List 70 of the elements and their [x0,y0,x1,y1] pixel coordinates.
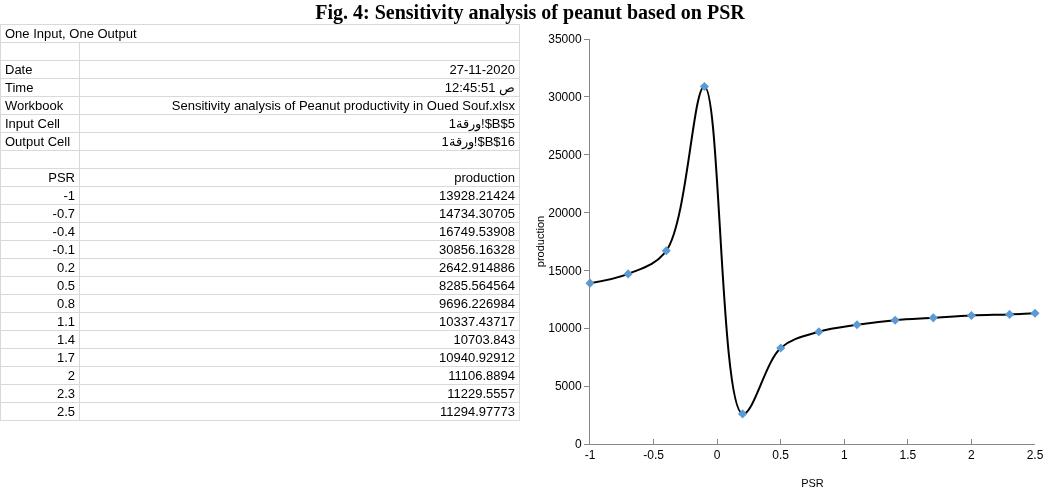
x-tick-label: 1 [840,448,848,463]
text: -0.1 [0,240,80,259]
text: 1.7 [0,348,80,367]
text: ورقة1!$B$16 [79,132,520,151]
x-tick-label: 0 [713,448,721,463]
x-tick-label: -0.5 [643,448,665,463]
text: -0.7 [0,204,80,223]
y-tick-label: 35000 [548,32,582,47]
point [776,343,786,353]
text: 30856.16328 [79,240,520,259]
text: 10703.843 [79,330,520,349]
text: 11294.97773 [79,402,520,421]
point [890,315,900,325]
text: production [79,168,520,187]
y-axis-title: production [534,215,547,268]
x-tick-label: -1 [584,448,596,463]
point [814,327,824,337]
x-tick-label: 1.5 [899,448,917,463]
chart-title: Fig. 4: Sensitivity analysis of peanut based on PSR [314,0,746,24]
text: 16749.53908 [79,222,520,241]
point [699,81,709,91]
text: 14734.30705 [79,204,520,223]
point [1005,309,1015,319]
text: -1 [0,186,80,205]
text: 2.5 [0,402,80,421]
text: 11106.8894 [79,366,520,385]
text: 27-11-2020 [79,60,520,79]
y-tick-label: 25000 [548,147,582,162]
text: 10337.43717 [79,312,520,331]
point [623,269,633,279]
point [928,313,938,323]
x-tick-label: 2 [968,448,976,463]
text: 11229.5557 [79,384,520,403]
text: 2 [0,366,80,385]
point [661,246,671,256]
text: Workbook [0,96,80,115]
point [852,320,862,330]
text: 0.8 [0,294,80,313]
text: Input Cell [0,114,80,133]
text: 0.5 [0,276,80,295]
y-tick-label: 5000 [554,379,582,394]
y-tick-label: 0 [574,437,582,452]
text: One Input, One Output [0,24,520,43]
y-tick-label: 30000 [548,90,582,105]
text: Date [0,60,80,79]
text: 12:45:51 ص [79,78,520,97]
text: PSR [0,168,80,187]
y-tick-label: 10000 [548,321,582,336]
x-tick-label: 0.5 [772,448,790,463]
text: Sensitivity analysis of Peanut productivity in Oued Souf.xlsx [79,96,520,115]
x-tick-label: 2.5 [1026,448,1044,463]
text: -0.4 [0,222,80,241]
point [966,311,976,321]
text: Output Cell [0,132,80,151]
text: 1.4 [0,330,80,349]
point [1030,308,1040,318]
x-axis-title: PSR [801,477,824,489]
text: 2.3 [0,384,80,403]
text: 13928.21424 [79,186,520,205]
text: 0.2 [0,258,80,277]
y-tick-label: 15000 [548,263,582,278]
text: 10940.92912 [79,348,520,367]
text: 8285.564564 [79,276,520,295]
text: 1.1 [0,312,80,331]
text: Time [0,78,80,97]
text: 2642.914886 [79,258,520,277]
y-tick-label: 20000 [548,205,582,220]
text: ورقة1!$B$5 [79,114,520,133]
point [738,409,748,419]
text: 9696.226984 [79,294,520,313]
